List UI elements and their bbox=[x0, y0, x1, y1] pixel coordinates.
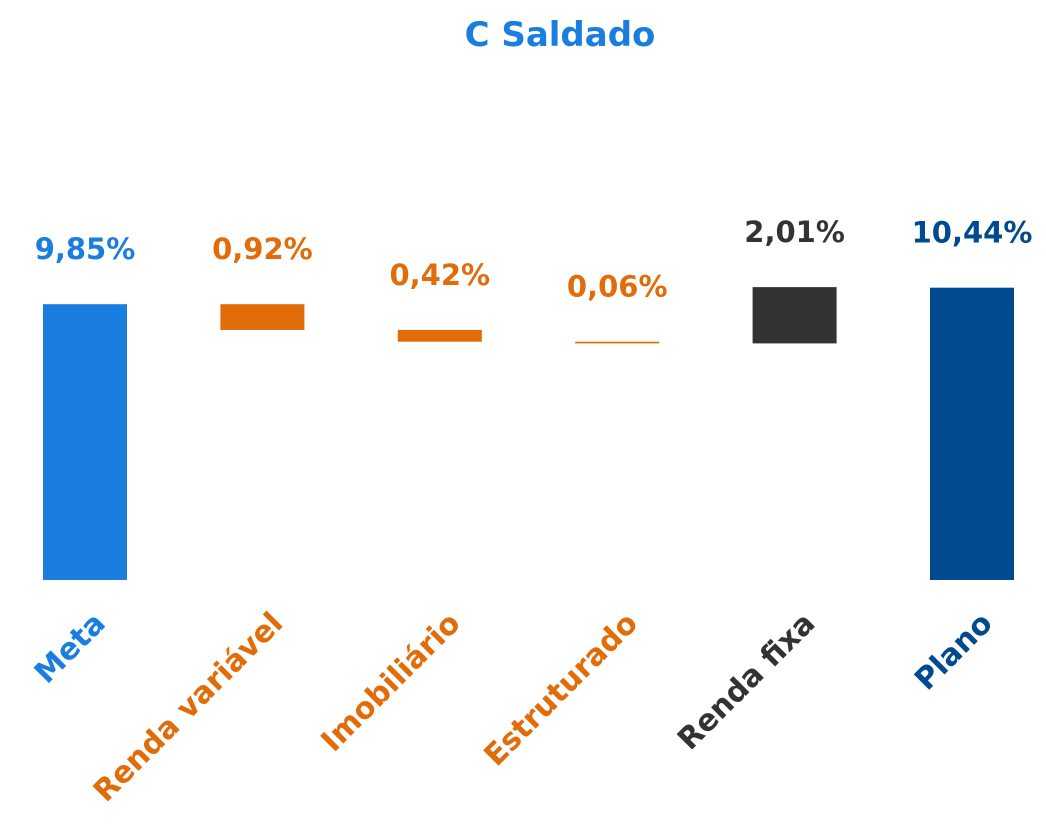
value-label: 0,92% bbox=[212, 232, 313, 266]
x-tick-label: Renda fixa bbox=[671, 606, 822, 757]
bar bbox=[575, 341, 660, 344]
x-tick-label: Meta bbox=[28, 606, 113, 691]
value-label: 9,85% bbox=[35, 232, 136, 266]
value-label: 10,44% bbox=[912, 216, 1033, 250]
bar bbox=[752, 287, 837, 344]
x-tick-label: Plano bbox=[908, 606, 1000, 698]
bar bbox=[43, 304, 127, 580]
bar bbox=[930, 287, 1014, 580]
bar bbox=[397, 329, 482, 342]
value-label: 0,42% bbox=[389, 258, 490, 292]
chart-title: C Saldado bbox=[465, 15, 656, 55]
x-tick-label: Estruturado bbox=[478, 606, 645, 773]
x-tick-label: Imobiliário bbox=[315, 606, 468, 759]
x-tick-label: Renda variável bbox=[87, 606, 290, 809]
value-label: 2,01% bbox=[744, 215, 845, 249]
value-label: 0,06% bbox=[567, 270, 668, 304]
bar bbox=[220, 304, 305, 330]
